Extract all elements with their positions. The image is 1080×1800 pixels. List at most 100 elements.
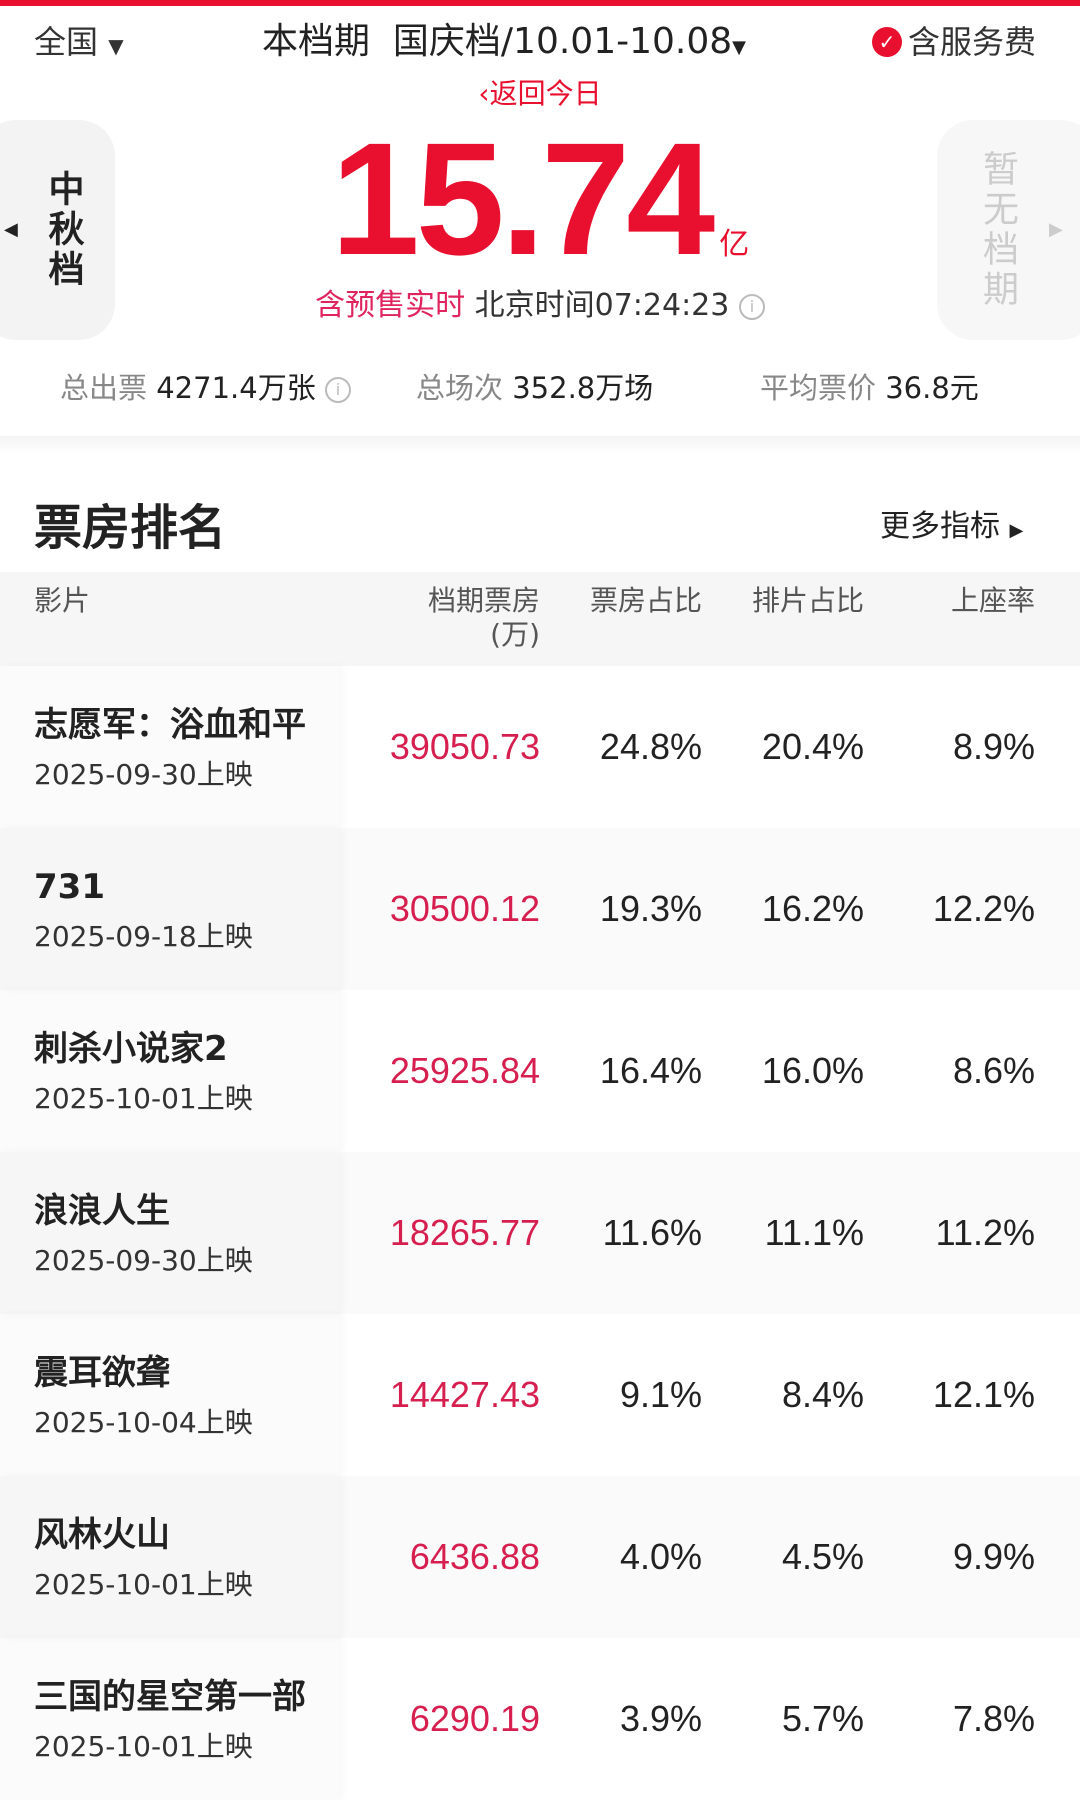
show-share: 5.7% <box>781 1698 864 1739</box>
show-share: 4.5% <box>781 1536 864 1577</box>
period-label: 本档期 <box>262 21 371 62</box>
col-box-office[interactable]: 档期票房 (万) <box>428 584 540 652</box>
box-office: 39050.73 <box>389 726 540 767</box>
film-name: 三国的星空第一部 <box>34 1677 306 1717</box>
box-office: 14427.43 <box>389 1374 540 1415</box>
triangle-right-icon: ▶ <box>1049 219 1063 240</box>
film-name: 浪浪人生 <box>34 1191 170 1231</box>
occupancy: 12.1% <box>932 1374 1035 1415</box>
box-share: 24.8% <box>599 726 702 767</box>
stat-label: 平均票价 <box>760 371 877 405</box>
next-period-button[interactable]: 暂无档期 ▶ <box>937 120 1080 340</box>
stat-value: 352.8万场 <box>512 371 654 405</box>
film-column-bg <box>0 666 339 828</box>
box-share: 9.1% <box>619 1374 702 1415</box>
beijing-time: 北京时间07:24:23 <box>474 288 730 323</box>
table-row[interactable]: 三国的星空第一部 2025-10-01上映 6290.19 3.9% 5.7% … <box>0 1638 1080 1800</box>
stat-tickets: 总出票 4271.4万张 i <box>60 370 351 406</box>
stat-label: 总场次 <box>416 371 504 405</box>
more-metrics-link[interactable]: 更多指标 ▶ <box>880 508 1023 550</box>
col-box-office-label: 档期票房 <box>427 584 540 617</box>
film-column-bg <box>0 1152 339 1314</box>
col-occupancy[interactable]: 上座率 <box>950 584 1035 617</box>
table-header: 影片 档期票房 (万) 票房占比 排片占比 上座率 <box>0 572 1080 666</box>
col-film: 影片 <box>34 584 91 617</box>
film-column-bg <box>0 1638 339 1800</box>
service-fee-toggle[interactable]: ✓ 含服务费 <box>872 22 1036 62</box>
triangle-right-icon: ▶ <box>1009 520 1024 541</box>
release-date: 2025-10-01上映 <box>34 1568 253 1601</box>
table-row[interactable]: 刺杀小说家2 2025-10-01上映 25925.84 16.4% 16.0%… <box>0 990 1080 1152</box>
occupancy: 12.2% <box>932 888 1035 929</box>
box-share: 4.0% <box>619 1536 702 1577</box>
total-unit: 亿 <box>719 228 750 261</box>
table-row[interactable]: 震耳欲聋 2025-10-04上映 14427.43 9.1% 8.4% 12.… <box>0 1314 1080 1476</box>
show-share: 16.2% <box>761 888 864 929</box>
box-share: 3.9% <box>619 1698 702 1739</box>
occupancy: 11.2% <box>935 1212 1035 1253</box>
film-column-bg <box>0 1476 339 1638</box>
show-share: 20.4% <box>761 726 864 767</box>
table-row[interactable]: 风林火山 2025-10-01上映 6436.88 4.0% 4.5% 9.9% <box>0 1476 1080 1638</box>
table-row[interactable]: 浪浪人生 2025-09-30上映 18265.77 11.6% 11.1% 1… <box>0 1152 1080 1314</box>
box-share: 16.4% <box>599 1050 702 1091</box>
stat-value: 4271.4万张 <box>156 371 316 405</box>
ranking-title: 票房排名 <box>34 500 227 556</box>
box-office: 6436.88 <box>409 1536 540 1577</box>
release-date: 2025-09-30上映 <box>34 1244 253 1277</box>
release-date: 2025-09-30上映 <box>34 758 253 791</box>
check-icon: ✓ <box>872 27 902 57</box>
back-today-link[interactable]: ‹返回今日 <box>0 78 1080 110</box>
next-period-label: 暂无档期 <box>977 150 1018 310</box>
film-name: 风林火山 <box>34 1515 170 1555</box>
back-today-label: 返回今日 <box>489 77 602 110</box>
triangle-left-icon: ◀ <box>4 219 18 240</box>
film-name: 731 <box>34 867 105 907</box>
occupancy: 8.6% <box>952 1050 1035 1091</box>
box-office: 18265.77 <box>389 1212 540 1253</box>
prev-period-label: 中秋档 <box>42 170 84 290</box>
realtime-line: 含预售实时 北京时间07:24:23 i <box>0 288 1080 324</box>
caret-down-icon: ▼ <box>732 37 746 58</box>
box-office: 25925.84 <box>389 1050 540 1091</box>
film-column-bg <box>0 990 339 1152</box>
release-date: 2025-10-01上映 <box>34 1730 253 1763</box>
period-selector[interactable]: 本档期 国庆档/10.01-10.08▼ <box>262 20 746 70</box>
col-show-share[interactable]: 排片占比 <box>751 584 864 617</box>
box-office: 30500.12 <box>389 888 540 929</box>
col-box-share[interactable]: 票房占比 <box>589 584 702 617</box>
release-date: 2025-10-04上映 <box>34 1406 253 1439</box>
stat-avg-price: 平均票价 36.8元 <box>760 370 979 406</box>
stat-shows: 总场次 352.8万场 <box>416 370 653 406</box>
show-share: 16.0% <box>761 1050 864 1091</box>
occupancy: 8.9% <box>952 726 1035 767</box>
region-label: 全国 <box>34 23 99 61</box>
table-row[interactable]: 731 2025-09-18上映 30500.12 19.3% 16.2% 12… <box>0 828 1080 990</box>
table-row[interactable]: 志愿军：浴血和平 2025-09-30上映 39050.73 24.8% 20.… <box>0 666 1080 828</box>
release-date: 2025-10-01上映 <box>34 1082 253 1115</box>
box-share: 11.6% <box>602 1212 702 1253</box>
more-metrics-label: 更多指标 <box>880 509 1000 544</box>
occupancy: 9.9% <box>952 1536 1035 1577</box>
total-box-office: 15.74 亿 <box>0 114 1080 284</box>
show-share: 11.1% <box>764 1212 864 1253</box>
occupancy: 7.8% <box>952 1698 1035 1739</box>
film-column-bg <box>0 828 339 990</box>
info-icon[interactable]: i <box>324 377 351 403</box>
period-value: 国庆档/10.01-10.08 <box>392 21 733 62</box>
box-office: 6290.19 <box>409 1698 540 1739</box>
release-date: 2025-09-18上映 <box>34 920 253 953</box>
service-fee-label: 含服务费 <box>908 23 1037 61</box>
realtime-label: 含预售实时 <box>315 288 466 323</box>
region-selector[interactable]: 全国 ▼ <box>34 22 124 66</box>
prev-period-button[interactable]: ◀ 中秋档 <box>0 120 115 340</box>
stat-value: 36.8元 <box>885 371 979 405</box>
top-accent-bar <box>0 0 1080 6</box>
show-share: 8.4% <box>781 1374 864 1415</box>
film-name: 刺杀小说家2 <box>34 1029 228 1069</box>
info-icon[interactable]: i <box>738 293 765 320</box>
film-name: 震耳欲聋 <box>34 1353 170 1393</box>
section-divider <box>0 436 1080 454</box>
total-value: 15.74 <box>330 109 715 288</box>
stat-label: 总出票 <box>60 371 148 405</box>
